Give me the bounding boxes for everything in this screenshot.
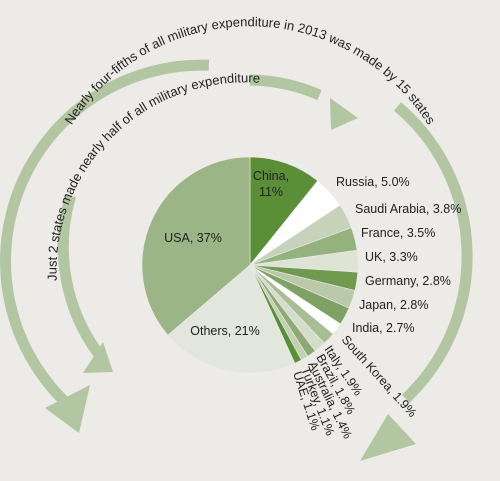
slice-label-china: China, 11% <box>253 169 289 199</box>
inner-arc-arrowhead-right <box>330 98 358 130</box>
pie-slice-usa <box>141 156 251 336</box>
inner-arc-arrowhead-left <box>83 342 113 373</box>
slice-label-germany: Germany, 2.8% <box>365 274 451 288</box>
slice-label-france: France, 3.5% <box>361 226 435 240</box>
outer-arc-arrowhead-right <box>360 414 416 461</box>
slice-label-others: Others, 21% <box>190 324 259 338</box>
inner-arc-arrow-right <box>249 74 322 101</box>
slice-label-russia: Russia, 5.0% <box>336 175 410 189</box>
slice-label-saudi-arabia: Saudi Arabia, 3.8% <box>355 202 461 216</box>
pie-slice-china <box>249 156 319 266</box>
slice-label-uk: UK, 3.3% <box>365 250 418 264</box>
annotation-arrows <box>0 59 473 461</box>
outer-arc-arrowhead-left <box>45 385 90 433</box>
pie-slice-others <box>167 264 296 374</box>
inner-arc-arrow-left <box>57 194 103 357</box>
outer-arc-arrow-left <box>0 59 210 410</box>
slice-label-japan: Japan, 2.8% <box>359 298 429 312</box>
slice-label-india: India, 2.7% <box>352 321 415 335</box>
outer-arc-arrow-right <box>393 102 473 403</box>
slice-label-usa: USA, 37% <box>164 231 222 245</box>
